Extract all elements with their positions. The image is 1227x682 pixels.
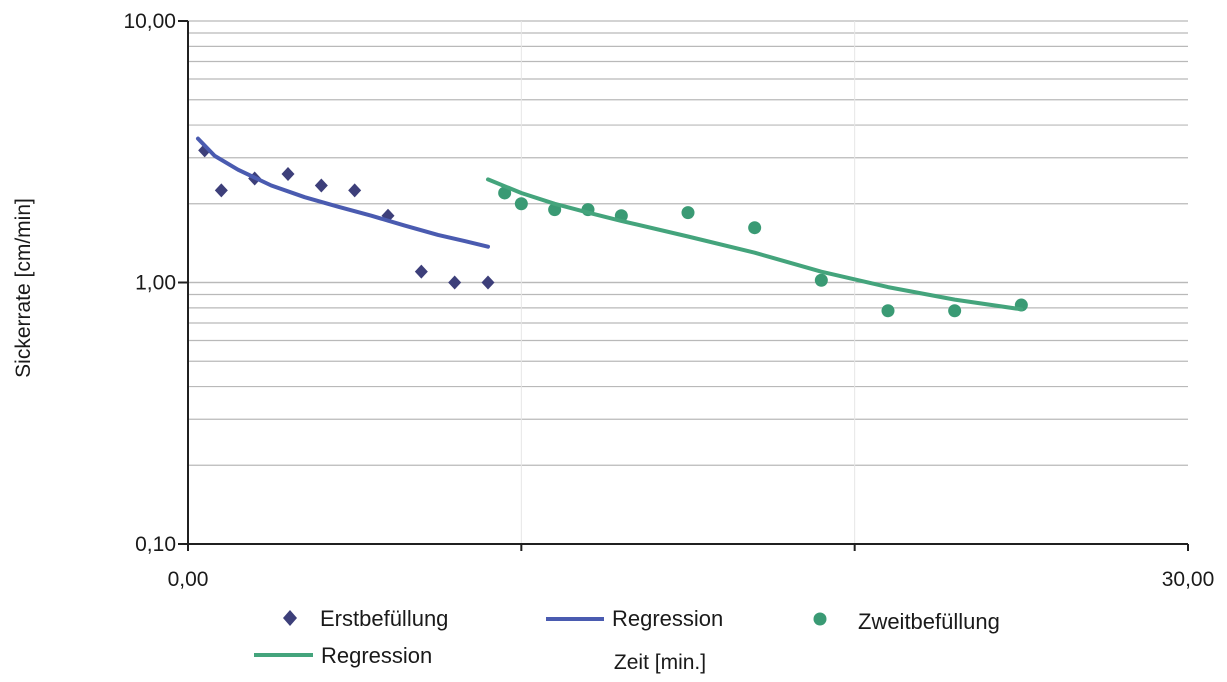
data-point-circle xyxy=(814,273,828,287)
legend-label: Regression xyxy=(612,606,723,631)
plot-series xyxy=(196,136,1028,318)
data-point-circle xyxy=(498,186,512,200)
data-point-circle xyxy=(748,221,762,235)
data-point-diamond xyxy=(348,183,362,198)
series-3 xyxy=(486,177,1024,312)
legend-item-regression-erst: Regression xyxy=(546,606,723,631)
data-point-circle xyxy=(514,197,528,211)
axes xyxy=(178,20,1189,551)
data-point-diamond xyxy=(314,178,328,193)
data-point-circle xyxy=(948,304,962,318)
data-point-diamond xyxy=(481,275,495,290)
legend-item-erstbefuellung: Erstbefüllung xyxy=(283,606,448,631)
x-tick-label: 0,00 xyxy=(168,568,209,591)
legend-item-regression-zweit: Regression xyxy=(254,643,432,668)
x-axis-title: Zeit [min.] xyxy=(614,651,706,674)
data-point-circle xyxy=(881,304,895,318)
regression-line xyxy=(486,177,1024,312)
series-1 xyxy=(196,136,490,249)
data-point-diamond xyxy=(214,183,228,198)
y-tick-label: 1,00 xyxy=(135,272,176,295)
data-point-circle xyxy=(681,206,695,220)
data-point-diamond xyxy=(281,166,295,181)
data-point-diamond xyxy=(448,275,462,290)
series-2 xyxy=(498,186,1028,318)
legend: Erstbefüllung Regression Zweitbefüllung … xyxy=(254,606,1000,668)
tick-labels: 0,10 1,00 10,00 0,00 30,00 xyxy=(123,10,1214,591)
regression-line xyxy=(196,136,490,249)
grid xyxy=(188,20,1188,545)
legend-label: Erstbefüllung xyxy=(320,606,448,631)
x-tick-label: 30,00 xyxy=(1162,568,1215,591)
legend-circle-marker xyxy=(813,612,827,626)
series-0 xyxy=(198,143,495,290)
y-tick-label: 10,00 xyxy=(123,10,176,33)
data-point-diamond xyxy=(414,264,428,279)
y-tick-label: 0,10 xyxy=(135,533,176,556)
legend-diamond-marker xyxy=(283,610,297,626)
legend-label: Zweitbefüllung xyxy=(858,609,1000,634)
legend-item-zweitbefuellung: Zweitbefüllung xyxy=(813,609,1000,634)
legend-label: Regression xyxy=(321,643,432,668)
y-axis-title: Sickerrate [cm/min] xyxy=(12,198,35,378)
